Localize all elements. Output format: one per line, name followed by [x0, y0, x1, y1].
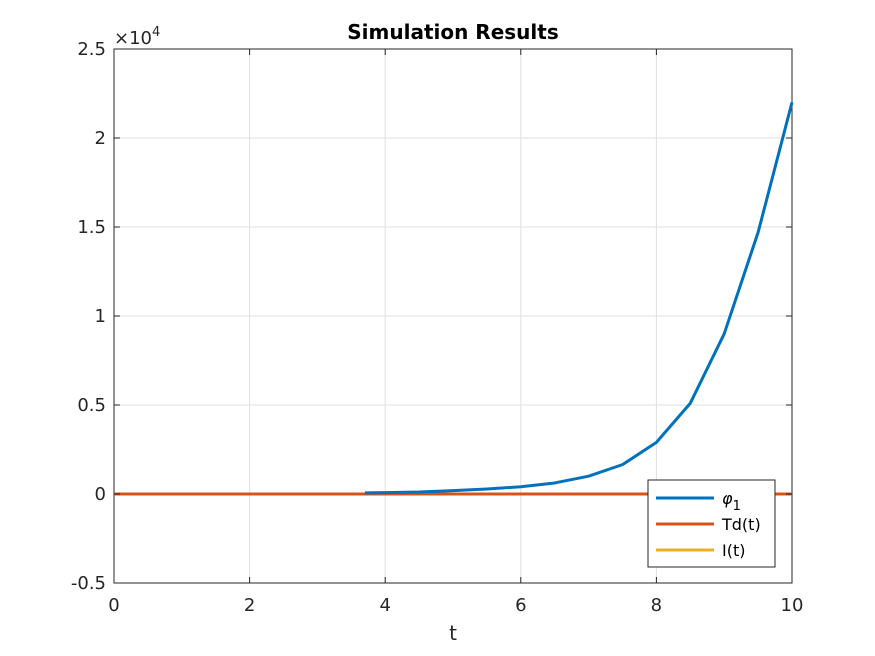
- y-tick-label: 0.5: [77, 395, 106, 416]
- x-tick-label: 2: [244, 595, 255, 616]
- y-tick-label: 0: [95, 484, 106, 505]
- series-line: [364, 102, 794, 495]
- legend-label: φ1: [722, 489, 741, 514]
- legend-label-subscript: 1: [733, 499, 741, 514]
- y-exponent-base: ×10: [114, 28, 152, 49]
- y-tick-label: 1.5: [77, 217, 106, 238]
- y-tick-label: 1: [95, 306, 106, 327]
- y-axis-exponent: ×104: [114, 25, 160, 49]
- y-exponent-power: 4: [152, 25, 160, 40]
- x-tick-label: 8: [651, 595, 662, 616]
- legend-label-text: φ: [722, 489, 733, 508]
- axis-ticks: 0 2 4 6 8 10-0.500.511.522.5: [71, 39, 804, 616]
- legend-label-text: Td(t): [721, 515, 761, 534]
- legend-label-text: I(t): [722, 541, 745, 560]
- y-tick-label: -0.5: [71, 573, 106, 594]
- y-tick-label: 2: [95, 128, 106, 149]
- x-tick-label: 10: [781, 595, 804, 616]
- y-tick-label: 2.5: [77, 39, 106, 60]
- x-tick-label: 0: [108, 595, 119, 616]
- x-tick-label: 6: [515, 595, 526, 616]
- x-axis-label: t: [449, 621, 457, 645]
- x-tick-label: 4: [379, 595, 390, 616]
- legend-label: Td(t): [721, 515, 761, 534]
- legend-label: I(t): [722, 541, 745, 560]
- chart-title: Simulation Results: [347, 20, 558, 44]
